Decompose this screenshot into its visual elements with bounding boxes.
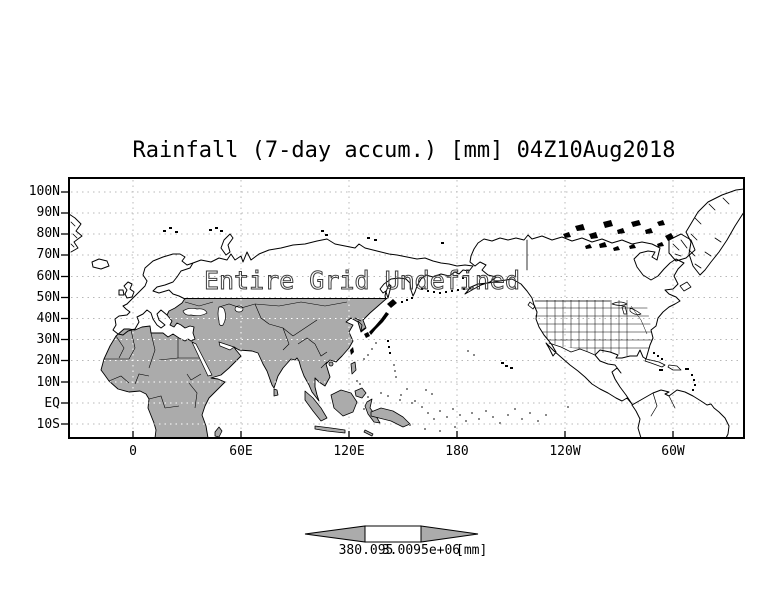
lon-axis-label: 120W — [549, 444, 581, 459]
colorbar-unit-label: [mm] — [456, 543, 488, 558]
grid-undefined-message: Entire Grid Undefined — [204, 266, 520, 295]
lon-axis-label: 180 — [445, 444, 469, 459]
colorbar — [304, 525, 479, 543]
lat-axis-label: EQ — [44, 396, 60, 411]
pacific-specks — [356, 342, 569, 432]
map-frame — [68, 177, 745, 439]
island-landmasses — [214, 361, 411, 438]
lat-axis-label: 30N — [36, 332, 60, 347]
lat-axis-label: 10S — [36, 417, 60, 432]
colorbar-right-label: 3.0095e+06 — [381, 543, 461, 558]
us-state-lines — [535, 300, 653, 360]
country-borders — [104, 301, 348, 409]
colorbar-left-label: 380.095 — [338, 543, 394, 558]
graticule-grid — [71, 180, 742, 436]
coastlines — [68, 188, 745, 439]
lat-axis-label: 40N — [36, 311, 60, 326]
lat-axis-label: 60N — [36, 269, 60, 284]
lat-axis-label: 70N — [36, 247, 60, 262]
lat-axis-label: 10N — [36, 375, 60, 390]
colorbar-right-arrow — [420, 525, 479, 543]
small-islands — [163, 220, 696, 391]
lat-axis-label: 100N — [28, 184, 60, 199]
lon-axis-label: 0 — [129, 444, 137, 459]
lat-axis-label: 90N — [36, 205, 60, 220]
lon-axis-label: 60W — [661, 444, 685, 459]
lon-axis-label: 120E — [333, 444, 365, 459]
lon-axis-label: 60E — [229, 444, 253, 459]
lat-axis-label: 50N — [36, 290, 60, 305]
lat-axis-label: 20N — [36, 353, 60, 368]
lat-axis-label: 80N — [36, 226, 60, 241]
colorbar-left-arrow — [304, 525, 366, 543]
axis-ticks — [61, 191, 674, 438]
shaded-region — [100, 298, 388, 439]
colorbar-box — [364, 525, 422, 543]
inland-seas — [182, 305, 244, 377]
plot-title: Rainfall (7-day accum.) [mm] 04Z10Aug201… — [132, 138, 676, 163]
world-map: Entire Grid Undefined — [61, 177, 745, 439]
